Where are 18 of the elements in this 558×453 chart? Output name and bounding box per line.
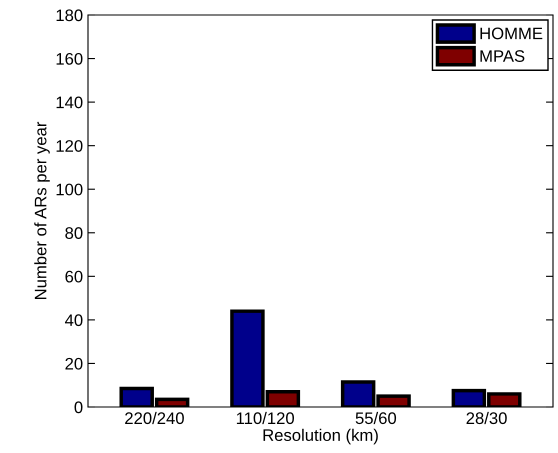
y-tick-label: 120 [56,140,82,152]
y-axis-title: Number of ARs per year [34,122,50,300]
y-tick-label: 180 [56,9,82,22]
y-tick-label: 160 [56,52,82,65]
y-tick-label: 40 [64,314,82,326]
y-tick-label: 60 [65,270,82,283]
x-tick-label: 110/120 [236,412,294,424]
legend-label: MPAS [480,50,524,62]
x-axis-title: Resolution (km) [264,428,378,444]
x-tick-label: 28/30 [466,412,507,424]
x-tick-label: 220/240 [125,412,184,424]
x-tick-label: 55/60 [356,412,396,424]
y-tick-label: 0 [74,401,82,414]
y-tick-label: 140 [56,96,82,108]
legend-label: HOMME [480,28,542,40]
y-tick-label: 100 [56,184,82,196]
y-tick-label: 20 [65,358,82,370]
y-tick-label: 80 [65,227,82,239]
